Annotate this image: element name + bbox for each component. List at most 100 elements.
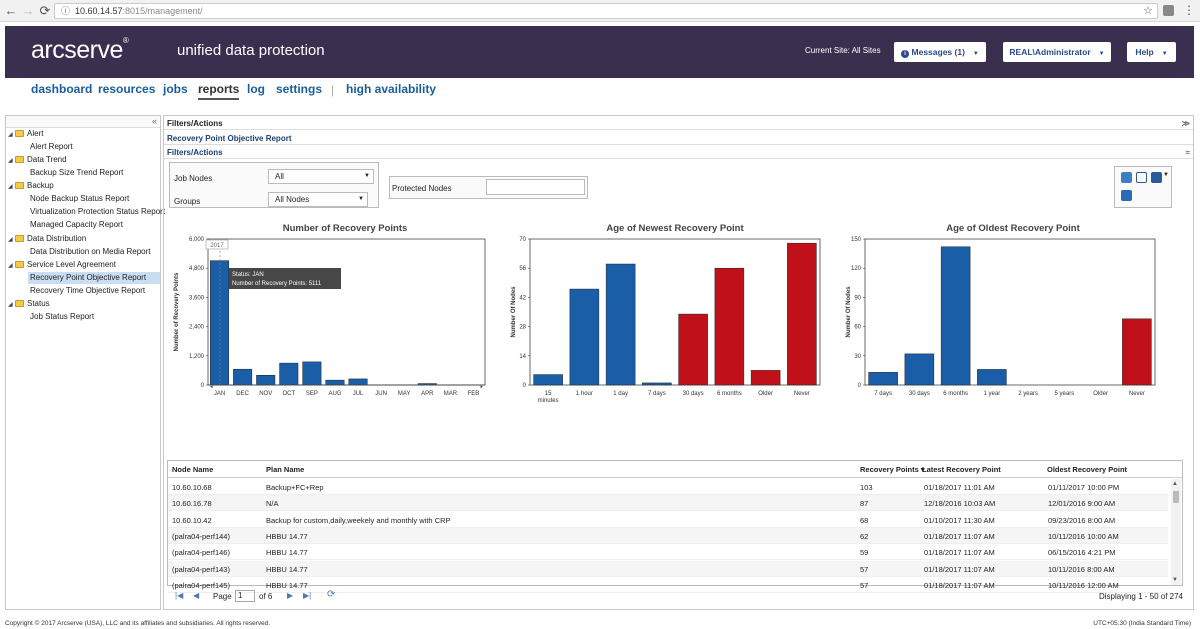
table-row[interactable]: (palra04-perf146) HBBU 14.77 59 01/18/2017 … — [168, 544, 1168, 561]
messages-button[interactable]: i Messages (1) ▼ — [894, 42, 986, 62]
tree-item-managed-capacity[interactable]: Managed Capacity Report — [30, 220, 123, 229]
nav-resources[interactable]: resources — [98, 82, 156, 96]
bar-1-day[interactable] — [605, 263, 636, 386]
menu-icon[interactable]: ⋮ — [1183, 3, 1195, 17]
expander-icon[interactable]: ◢ — [8, 237, 13, 243]
chevron-down-icon[interactable]: ▼ — [1163, 172, 1169, 178]
forward-icon[interactable]: → — [21, 3, 35, 18]
page-number-input[interactable]: 1 — [235, 590, 255, 602]
collapse-up-icon[interactable]: ≈ — [1185, 148, 1190, 157]
collapse-icon[interactable]: ≫ — [1181, 119, 1190, 128]
expander-icon[interactable]: ◢ — [8, 158, 13, 164]
bar-aug[interactable] — [325, 379, 345, 386]
tree-item-job-status[interactable]: Job Status Report — [30, 312, 95, 321]
bar-1-year[interactable] — [977, 369, 1007, 386]
nav-high-availability[interactable]: high availability — [346, 82, 437, 96]
bar-never[interactable] — [787, 242, 817, 386]
x-tick-label: OCT — [282, 391, 295, 397]
tree-item-node-backup-status[interactable]: Node Backup Status Report — [30, 194, 130, 203]
y-axis-label: Number Of Nodes — [846, 286, 852, 338]
bar-jan[interactable] — [210, 260, 230, 386]
groups-select[interactable]: All Nodes ▼ — [268, 192, 368, 207]
expander-icon[interactable]: ◢ — [8, 263, 13, 269]
scroll-up-icon[interactable]: ▲ — [1172, 481, 1178, 487]
bar-30-days[interactable] — [678, 313, 708, 386]
bookmark-star-icon[interactable]: ☆ — [1143, 5, 1153, 17]
bar-dec[interactable] — [233, 368, 253, 386]
tree-item-data-distribution-media[interactable]: Data Distribution on Media Report — [30, 247, 151, 256]
scroll-thumb[interactable] — [1173, 491, 1179, 503]
tree-group-label: Service Level Agreement — [27, 260, 116, 269]
collapse-left-icon[interactable]: « — [151, 116, 157, 126]
protected-nodes-field[interactable] — [486, 179, 585, 195]
address-bar[interactable]: ⓘ 10.60.14.57:8015/management/ ☆ — [54, 3, 1158, 19]
expander-icon[interactable]: ◢ — [8, 132, 13, 138]
bar-7-days[interactable] — [642, 382, 672, 386]
bar-6-months[interactable] — [714, 267, 745, 386]
col-node-name[interactable]: Node Name — [172, 465, 214, 474]
bar-1-hour[interactable] — [569, 288, 600, 386]
nav-dashboard[interactable]: dashboard — [31, 82, 93, 96]
refresh-report-icon[interactable] — [1121, 172, 1132, 183]
bar-7-days[interactable] — [868, 372, 898, 386]
job-nodes-select[interactable]: All ▼ — [268, 169, 374, 184]
save-icon[interactable] — [1151, 172, 1162, 183]
last-page-icon[interactable]: ▶| — [303, 591, 312, 600]
bar-nov[interactable] — [256, 375, 276, 386]
table-row[interactable]: 10.60.10.68 Backup+FC+Rep 103 01/18/2017 11… — [168, 479, 1168, 495]
bar-15-minutes[interactable] — [533, 374, 563, 386]
tree-group-data-trend[interactable]: ◢ Data Trend — [8, 155, 67, 164]
first-page-icon[interactable]: |◀ — [175, 591, 184, 600]
table-scrollbar[interactable]: ▲ ▼ — [1171, 479, 1181, 585]
cell-node: (palra04-perf143) — [172, 564, 230, 574]
cell-oldest: 10/11/2016 10:00 AM — [1048, 531, 1119, 541]
schedule-icon[interactable] — [1121, 190, 1132, 201]
expander-icon[interactable]: ◢ — [8, 184, 13, 190]
tree-group-backup[interactable]: ◢ Backup — [8, 181, 54, 190]
tree-group-data-distribution[interactable]: ◢ Data Distribution — [8, 234, 86, 243]
table-row[interactable]: (palra04-perf144) HBBU 14.77 62 01/18/2017 … — [168, 527, 1168, 544]
user-menu-button[interactable]: REAL\Administrator ▼ — [1003, 42, 1111, 62]
bar-oct[interactable] — [279, 362, 299, 386]
bar-older[interactable] — [750, 370, 781, 386]
cell-latest: 01/18/2017 11:07 AM — [924, 580, 995, 590]
bar-jul[interactable] — [348, 378, 368, 386]
bar-never[interactable] — [1122, 318, 1152, 386]
tree-item-rpo-report[interactable]: Recovery Point Objective Report — [28, 272, 160, 284]
col-plan-name[interactable]: Plan Name — [266, 465, 305, 474]
bar-sep[interactable] — [302, 361, 322, 386]
next-page-icon[interactable]: ▶ — [287, 591, 294, 600]
nav-settings[interactable]: settings — [276, 82, 323, 96]
email-icon[interactable] — [1136, 172, 1147, 183]
chevron-down-icon: ▼ — [364, 173, 370, 179]
refresh-icon[interactable]: ⟳ — [327, 589, 336, 600]
col-recovery-points[interactable]: Recovery Points ▾ — [860, 465, 925, 474]
back-icon[interactable]: ← — [4, 3, 18, 18]
tree-item-backup-size-trend[interactable]: Backup Size Trend Report — [30, 168, 124, 177]
bar-6-months[interactable] — [940, 246, 971, 386]
chevron-down-icon: ▼ — [358, 196, 364, 202]
nav-reports[interactable]: reports — [198, 82, 240, 100]
tree-item-rto-report[interactable]: Recovery Time Objective Report — [30, 286, 146, 295]
tree-group-status[interactable]: ◢ Status — [8, 299, 50, 308]
table-row[interactable]: 10.60.10.42 Backup for custom,daily,weeke… — [168, 512, 1168, 528]
x-tick-label: MAY — [398, 391, 411, 397]
scroll-down-icon[interactable]: ▼ — [1172, 577, 1178, 583]
reload-icon[interactable]: ⟳ — [39, 3, 51, 18]
tree-group-sla[interactable]: ◢ Service Level Agreement — [8, 260, 116, 269]
help-button[interactable]: Help ▼ — [1127, 42, 1176, 62]
expander-icon[interactable]: ◢ — [8, 302, 13, 308]
extension-icon[interactable] — [1163, 5, 1174, 16]
col-latest-point[interactable]: Latest Recovery Point — [922, 465, 1001, 474]
tree-item-virtualization-protection[interactable]: Virtualization Protection Status Report — [30, 207, 166, 216]
nav-log[interactable]: log — [247, 82, 265, 96]
table-row[interactable]: (palra04-perf145) HBBU 14.77 57 01/18/2017 … — [168, 577, 1168, 593]
table-row[interactable]: (palra04-perf143) HBBU 14.77 57 01/18/2017 … — [168, 560, 1168, 577]
col-oldest-point[interactable]: Oldest Recovery Point — [1047, 465, 1128, 474]
nav-jobs[interactable]: jobs — [163, 82, 188, 96]
table-row[interactable]: 10.60.16.78 N/A 87 12/18/2016 10:03 AM 12/01… — [168, 495, 1168, 512]
bar-30-days[interactable] — [904, 353, 935, 386]
tree-item-alert-report[interactable]: Alert Report — [30, 142, 73, 151]
prev-page-icon[interactable]: ◀ — [193, 591, 200, 600]
tree-group-alert[interactable]: ◢ Alert — [8, 129, 43, 138]
